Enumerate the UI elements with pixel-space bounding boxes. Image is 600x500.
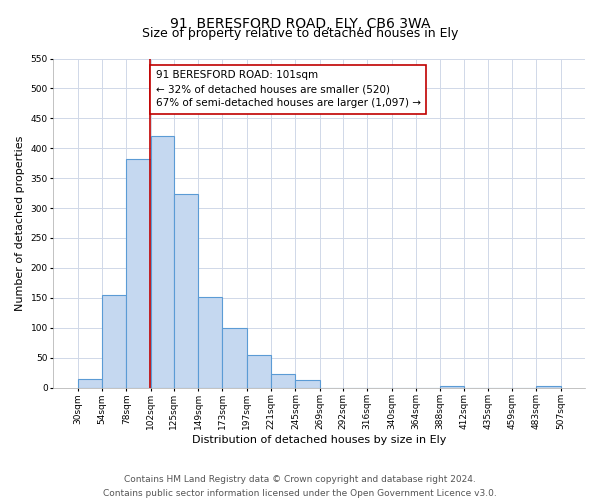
- Bar: [295, 380, 320, 388]
- Bar: [536, 386, 560, 388]
- Text: 91 BERESFORD ROAD: 101sqm
← 32% of detached houses are smaller (520)
67% of semi: 91 BERESFORD ROAD: 101sqm ← 32% of detac…: [155, 70, 421, 108]
- Text: Contains HM Land Registry data © Crown copyright and database right 2024.
Contai: Contains HM Land Registry data © Crown c…: [103, 476, 497, 498]
- X-axis label: Distribution of detached houses by size in Ely: Distribution of detached houses by size …: [192, 435, 446, 445]
- Bar: [247, 354, 271, 388]
- Bar: [102, 295, 126, 388]
- Bar: [440, 386, 464, 388]
- Bar: [198, 296, 223, 388]
- Text: 91, BERESFORD ROAD, ELY, CB6 3WA: 91, BERESFORD ROAD, ELY, CB6 3WA: [170, 18, 430, 32]
- Bar: [174, 194, 198, 388]
- Bar: [271, 374, 295, 388]
- Bar: [77, 378, 102, 388]
- Bar: [126, 159, 151, 388]
- Bar: [223, 328, 247, 388]
- Text: Size of property relative to detached houses in Ely: Size of property relative to detached ho…: [142, 28, 458, 40]
- Bar: [151, 136, 174, 388]
- Y-axis label: Number of detached properties: Number of detached properties: [15, 136, 25, 310]
